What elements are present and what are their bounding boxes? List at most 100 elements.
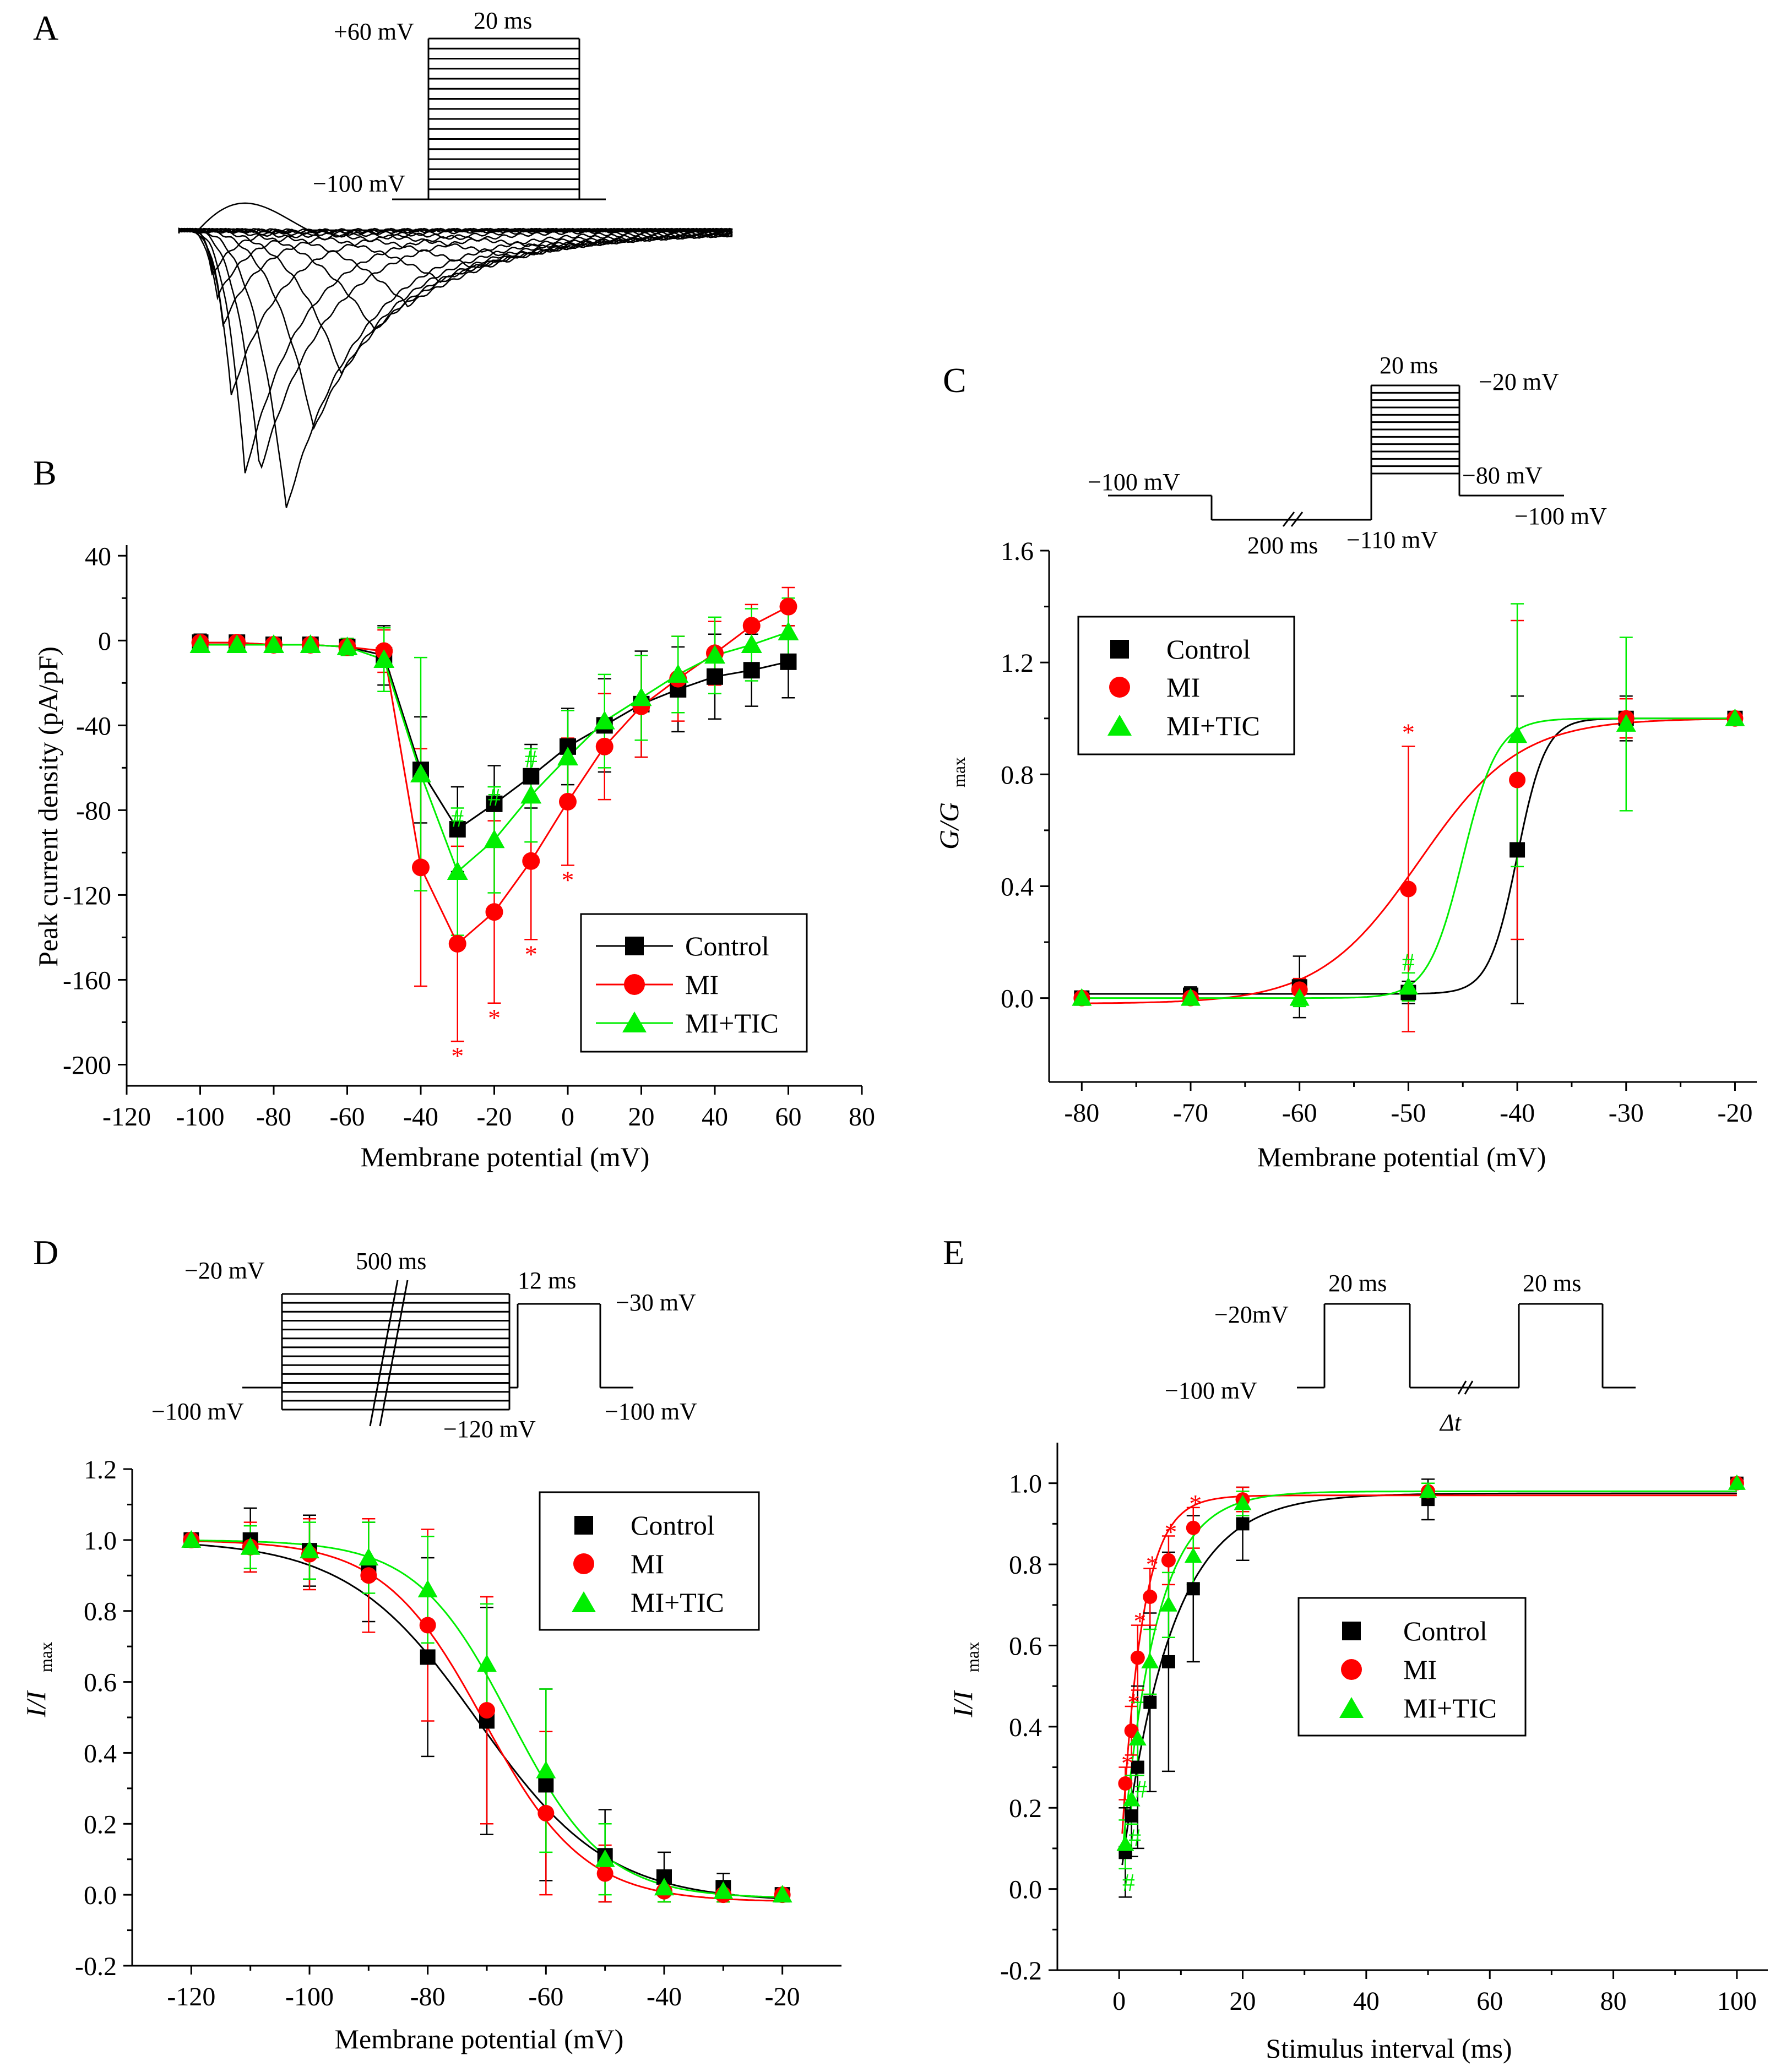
x-tick-label: -20: [1717, 1098, 1752, 1128]
protocol-e-break: [1457, 1380, 1467, 1395]
significance-star: *: [1164, 1518, 1177, 1546]
x-tick-label: -40: [403, 1102, 438, 1132]
current-trace: [178, 228, 733, 249]
protocol-e-pulse-duration-2: 20 ms: [1523, 1270, 1581, 1297]
y-tick-label: 0.6: [84, 1668, 117, 1698]
protocol-d-end-label: −100 mV: [605, 1398, 697, 1425]
marker-control: [1509, 842, 1525, 858]
x-tick-label: -30: [1609, 1098, 1644, 1128]
y-tick-label: 1.2: [1001, 649, 1034, 678]
protocol-d-test-duration: 12 ms: [518, 1267, 576, 1294]
x-tick-label: -120: [102, 1102, 151, 1132]
marker-control: [1236, 1517, 1250, 1531]
marker-mi: [537, 1804, 555, 1821]
marker-tic: [240, 1537, 260, 1555]
marker-tic: [595, 1849, 615, 1867]
significance-hash: #: [1134, 1775, 1147, 1803]
panel-letter-c: C: [943, 361, 966, 400]
marker-tic: [1072, 988, 1092, 1006]
x-tick-label: -80: [1064, 1098, 1099, 1128]
marker-control: [743, 662, 760, 679]
panel-d-inactivation: −20 mV 500 ms −100 mV −120 mV 12 ms −30 …: [20, 1248, 841, 2054]
legend-box: [1297, 1597, 1527, 1737]
panel-e-ylabel-sub: max: [963, 1642, 982, 1672]
protocol-d-cond-duration: 500 ms: [356, 1248, 426, 1275]
panel-e-legend: Control MI MI+TIC: [1297, 1597, 1527, 1737]
y-tick-label: 1.0: [84, 1526, 117, 1556]
marker-tic: [336, 636, 358, 655]
marker-tic: [300, 634, 321, 653]
y-tick-label: 1.6: [1001, 537, 1034, 566]
panel-b-iv-curve: -120 -100 -80 -60 -40 -20 0 20 40 60 80400-40-80-1…: [32, 542, 875, 1172]
legend-marker-control: [1110, 640, 1129, 659]
marker-mi: [485, 903, 503, 921]
significance-star: *: [1402, 719, 1415, 747]
legend-label-mi: MI: [1403, 1654, 1437, 1685]
x-tick-label: -20: [477, 1102, 512, 1132]
protocol-e: [1297, 1303, 1636, 1395]
x-tick-label: -80: [410, 1982, 446, 2011]
x-tick-label: -20: [765, 1982, 800, 2011]
protocol-d-cond-top: −20 mV: [184, 1257, 265, 1284]
protocol-d-cond-bottom: −120 mV: [443, 1416, 536, 1443]
y-tick-label: -0.2: [75, 1952, 117, 1981]
panel-b-xlabel: Membrane potential (mV): [361, 1141, 650, 1172]
marker-tic: [654, 1878, 674, 1896]
significance-hash: #: [1122, 1868, 1135, 1896]
marker-tic: [1116, 1835, 1134, 1851]
protocol-c-duration: 20 ms: [1380, 352, 1438, 379]
y-tick-label: 0: [98, 627, 111, 656]
marker-tic: [300, 1541, 319, 1559]
marker-mi: [1509, 771, 1526, 788]
significance-star: *: [562, 866, 574, 894]
panel-b-axes: -120 -100 -80 -60 -40 -20 0 20 40 60 80400-40-80-1…: [63, 542, 875, 1132]
y-tick-label: 0.4: [1009, 1713, 1042, 1742]
y-tick-label: 0.0: [84, 1881, 117, 1910]
legend-marker-mi: [1341, 1659, 1362, 1680]
marker-tic: [1398, 977, 1419, 995]
marker-mi: [360, 1567, 377, 1584]
panel-e-ylabel-main: I/I: [947, 1690, 978, 1718]
marker-control: [1125, 1809, 1138, 1823]
marker-mi: [595, 737, 613, 755]
x-tick-label: 40: [702, 1102, 728, 1132]
protocol-d-break: [369, 1280, 399, 1427]
protocol-d-break: [379, 1280, 409, 1427]
marker-tic: [417, 1580, 438, 1598]
marker-control: [1161, 1655, 1175, 1668]
legend-marker-tic: [572, 1591, 596, 1612]
y-tick-label: -0.2: [1000, 1956, 1042, 1986]
current-traces: [178, 202, 733, 508]
y-tick-label: 0.0: [1009, 1875, 1042, 1905]
x-tick-label: -50: [1391, 1098, 1426, 1128]
protocol-c-break: [1282, 512, 1295, 527]
panel-c-ylabel-sub: max: [949, 757, 969, 787]
marker-tic: [263, 634, 284, 653]
marker-tic: [484, 829, 505, 849]
panel-e-recovery: −20mV 20 ms 20 ms −100 mV Δt 0 20 40 60 80 10…: [947, 1270, 1768, 2064]
significance-star: *: [451, 1042, 464, 1070]
panel-d-ylabel: I/I max: [20, 1642, 56, 1718]
marker-tic: [772, 1885, 792, 1903]
x-tick-label: -60: [1282, 1098, 1317, 1128]
x-tick-label: -100: [176, 1102, 225, 1132]
marker-tic: [1507, 725, 1528, 743]
legend-marker-control: [574, 1516, 593, 1535]
legend-box: [580, 913, 808, 1053]
x-tick-label: 20: [628, 1102, 655, 1132]
panel-e-axes: 0 20 40 60 80 100 -0.2 0.0 0.2 0.4 0.6 0.8 1.0: [1000, 1443, 1768, 2016]
x-tick-label: -120: [167, 1982, 215, 2011]
marker-control: [707, 668, 723, 685]
legend-marker-mi: [624, 974, 645, 995]
panel-c-activation: −100 mV 200 ms −110 mV 20 ms −20 mV −80 …: [933, 352, 1757, 1172]
legend-marker-tic: [622, 1011, 647, 1032]
significance-hash: #: [1128, 1824, 1141, 1852]
legend-marker-mi: [573, 1553, 594, 1574]
x-tick-label: -70: [1173, 1098, 1208, 1128]
panel-b-ylabel: Peak current density (pA/pF): [32, 646, 63, 967]
significance-star: *: [1121, 1749, 1134, 1777]
current-trace: [179, 202, 732, 231]
legend-label-mi: MI: [1166, 672, 1200, 703]
marker-control: [449, 821, 466, 838]
